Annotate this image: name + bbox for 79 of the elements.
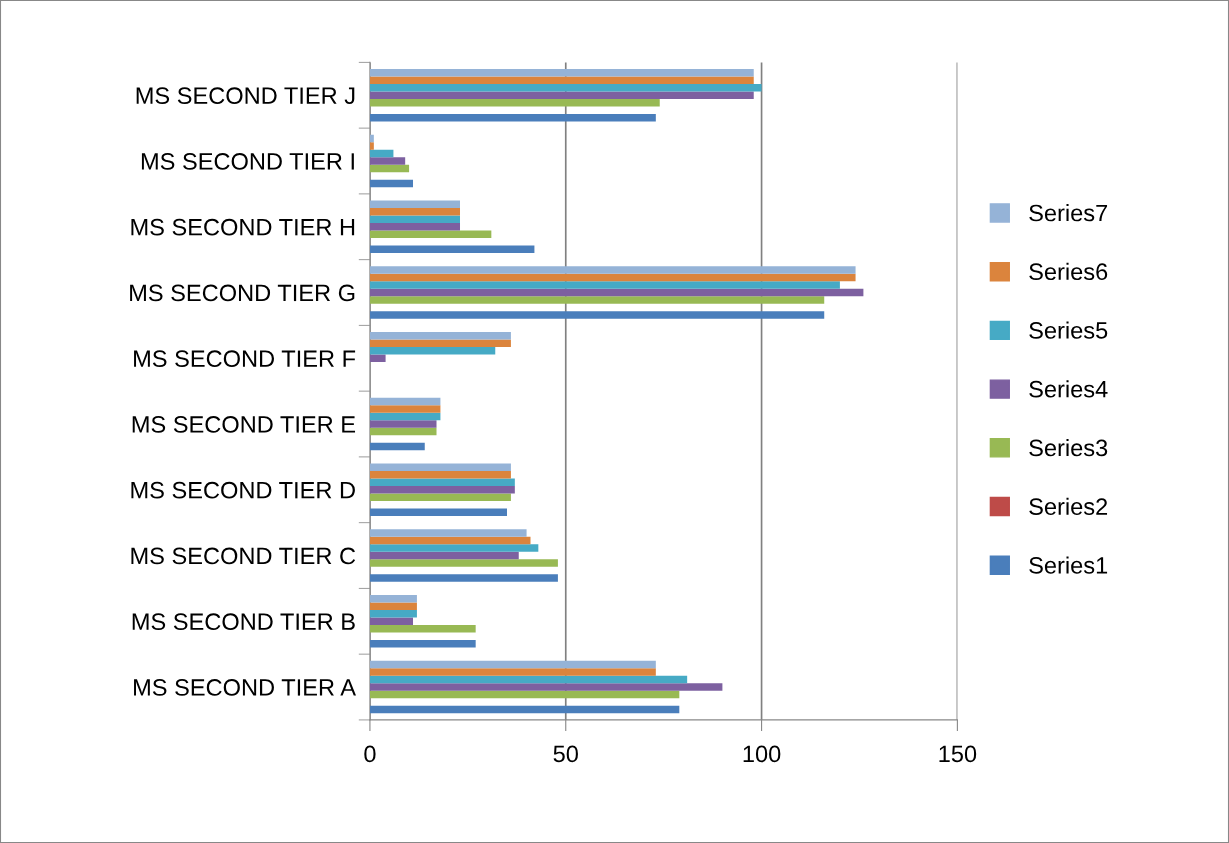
bar: [369, 76, 754, 84]
x-tick-label: 50: [553, 745, 578, 763]
legend-label: Series6: [1029, 262, 1108, 281]
legend-label: Series2: [1029, 497, 1108, 516]
y-tick-label: MS SECOND TIER H: [131, 218, 355, 236]
y-tick-label: MS SECOND TIER E: [132, 416, 356, 433]
bar: [369, 610, 417, 618]
bar: [369, 602, 417, 611]
bar: [369, 493, 511, 502]
bar: [369, 405, 441, 413]
y-tick-label: MS SECOND TIER I: [141, 153, 354, 170]
bar: [369, 347, 496, 355]
bar: [369, 142, 374, 150]
bar: [369, 207, 461, 216]
bar: [369, 675, 688, 684]
bar: [369, 311, 825, 319]
bar: [369, 245, 535, 254]
bar: [369, 164, 410, 173]
bar: [369, 617, 414, 626]
bar: [369, 83, 762, 92]
bar: [369, 660, 656, 669]
bar: [369, 281, 840, 289]
x-tick-label: 0: [364, 745, 376, 763]
bar: [369, 683, 723, 691]
bar: [369, 463, 511, 471]
bar: [369, 288, 864, 297]
bar: [369, 594, 417, 603]
bar: [369, 574, 558, 582]
x-tick-label: 100: [743, 745, 781, 763]
bar: [369, 223, 461, 231]
y-tick-label: MS SECOND TIER B: [132, 613, 355, 631]
y-tick-label: MS SECOND TIER F: [134, 350, 356, 368]
y-tick-label: MS SECOND TIER J: [136, 87, 355, 105]
legend-label: Series7: [1029, 204, 1108, 222]
y-tick-label: MS SECOND TIER C: [131, 547, 356, 565]
bar: [369, 134, 374, 143]
legend-label: Series3: [1029, 438, 1108, 457]
legend-label: Series1: [1029, 556, 1108, 574]
y-tick-label: MS SECOND TIER D: [131, 481, 355, 499]
bar: [369, 99, 660, 107]
bar: [369, 420, 437, 428]
bar: [369, 486, 515, 494]
bar: [369, 114, 656, 122]
bar: [369, 273, 856, 282]
bar: [369, 296, 825, 304]
bar: [369, 705, 680, 714]
bar: [369, 149, 394, 158]
bar: [369, 508, 507, 517]
bar: [369, 331, 511, 340]
bar: [369, 478, 515, 487]
bar: [369, 397, 441, 406]
bar: [369, 640, 476, 648]
legend-label: Series5: [1029, 321, 1108, 339]
bar: [369, 354, 386, 363]
bar: [369, 690, 680, 699]
bar: [369, 668, 656, 676]
legend-label: Series4: [1029, 380, 1108, 398]
bar: [369, 230, 492, 239]
bar: [369, 471, 511, 479]
bar: [369, 427, 437, 436]
bar: [369, 215, 461, 224]
y-tick-label: MS SECOND TIER G: [130, 284, 355, 302]
bar: [369, 529, 527, 537]
bar: [369, 179, 414, 188]
bar: [369, 442, 425, 451]
bar: [369, 536, 531, 545]
bar: [369, 559, 558, 567]
bar: [369, 544, 539, 552]
y-tick-label: MS SECOND TIER A: [134, 679, 356, 696]
bar: [369, 266, 856, 274]
x-tick-label: 150: [939, 745, 977, 763]
bar: [369, 551, 519, 560]
bar: [369, 91, 754, 100]
bar: [369, 339, 511, 347]
bar: [369, 157, 406, 165]
bar: [369, 68, 754, 77]
bar: [369, 200, 461, 208]
bar: [369, 625, 476, 633]
bar: [369, 412, 441, 421]
